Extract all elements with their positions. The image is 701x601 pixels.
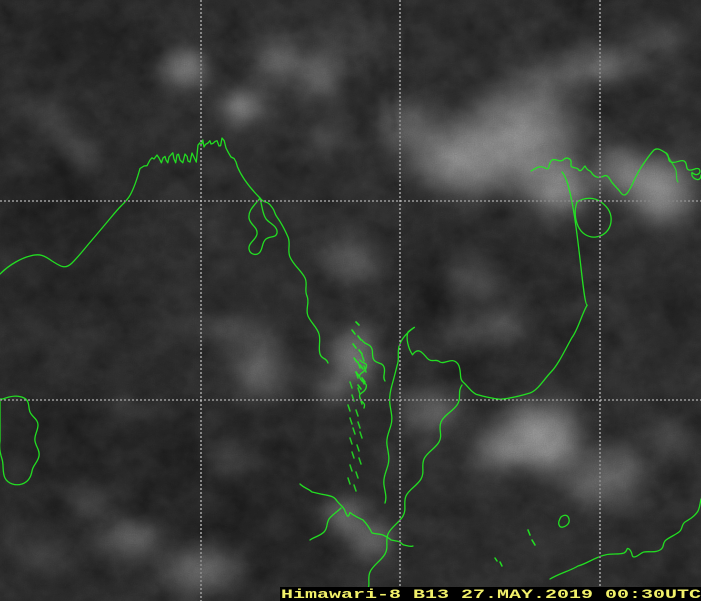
- svg-text:Himawari-8 B13 27.MAY.2019 00:: Himawari-8 B13 27.MAY.2019 00:30UTC: [281, 587, 701, 601]
